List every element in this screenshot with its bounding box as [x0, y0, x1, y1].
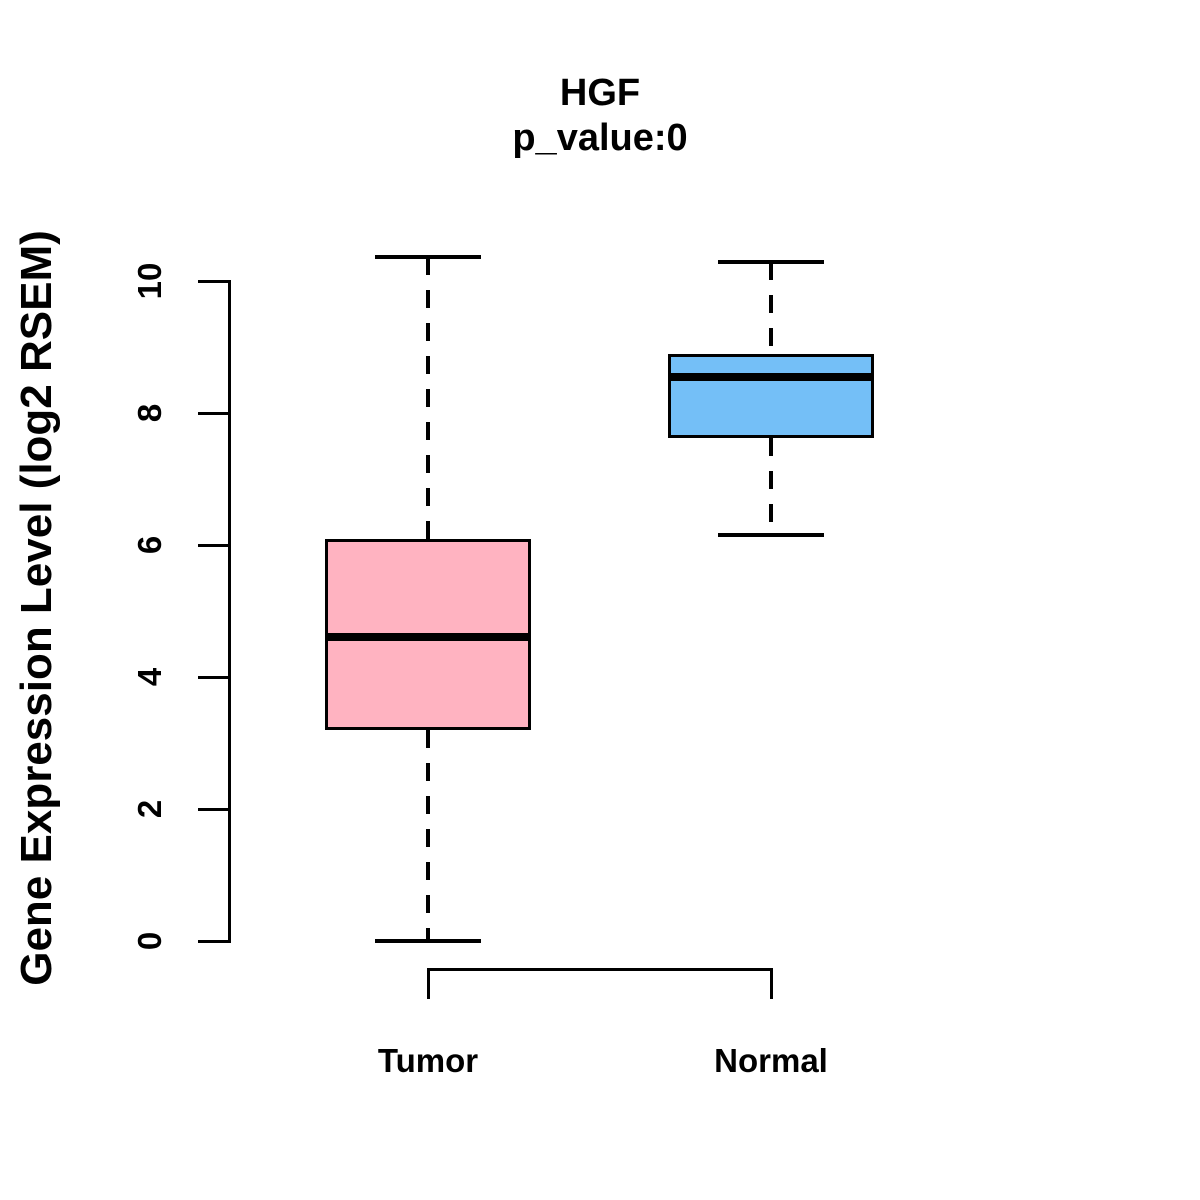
normal-upper-whisker-cap	[718, 259, 824, 264]
tumor-lower-whisker-line	[426, 729, 430, 941]
y-axis-tick	[198, 940, 228, 943]
y-axis-tick	[198, 808, 228, 811]
tumor-median-line	[325, 632, 531, 641]
normal-lower-whisker-line	[769, 438, 773, 536]
x-category-label-normal: Normal	[714, 1042, 828, 1079]
normal-box	[668, 354, 874, 439]
y-tick-label: 4	[131, 667, 168, 687]
x-axis-line	[427, 968, 773, 971]
y-axis-tick	[198, 544, 228, 547]
y-tick-label: 10	[131, 262, 168, 300]
normal-median-line	[668, 372, 874, 381]
y-axis-tick	[198, 412, 228, 415]
x-category-label-tumor: Tumor	[377, 1042, 479, 1079]
normal-upper-whisker-line	[769, 261, 773, 355]
y-axis-tick	[198, 280, 228, 283]
tumor-upper-whisker-line	[426, 257, 430, 540]
normal-lower-whisker-cap	[718, 533, 824, 538]
x-axis-tick-right	[770, 968, 773, 999]
y-tick-label: 2	[131, 799, 168, 819]
y-tick-label: 6	[131, 535, 168, 555]
y-axis-title: Gene Expression Level (log2 RSEM)	[12, 230, 61, 986]
y-axis-tick	[198, 676, 228, 679]
tumor-upper-whisker-cap	[375, 255, 481, 260]
x-axis-tick-left	[427, 968, 430, 999]
chart-subtitle: p_value:0	[512, 117, 688, 159]
y-tick-label: 0	[131, 931, 168, 951]
chart-title: HGF	[559, 72, 641, 114]
y-axis-line	[228, 280, 231, 943]
tumor-lower-whisker-cap	[375, 939, 481, 943]
y-tick-label: 8	[131, 403, 168, 423]
